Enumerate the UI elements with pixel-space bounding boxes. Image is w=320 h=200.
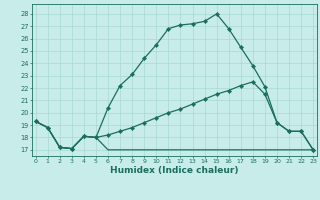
X-axis label: Humidex (Indice chaleur): Humidex (Indice chaleur) (110, 166, 239, 175)
